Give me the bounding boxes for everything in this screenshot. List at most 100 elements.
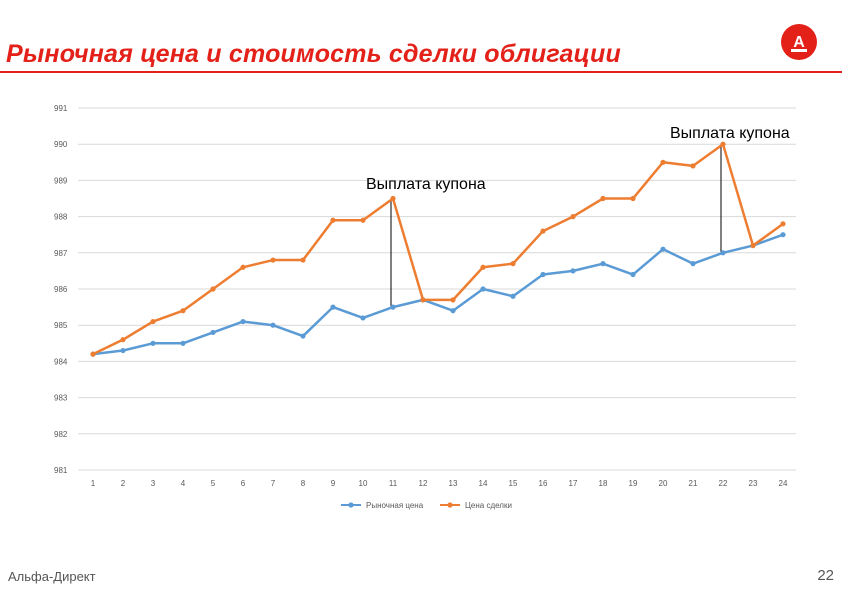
data-point [780, 221, 786, 227]
data-point [600, 195, 606, 202]
data-point [390, 304, 396, 310]
y-tick-label: 982 [54, 430, 68, 439]
data-point [630, 271, 636, 278]
data-point [300, 257, 306, 263]
chart-legend: Рыночная цена Цена сделки [341, 501, 512, 510]
data-point [450, 297, 456, 303]
annotations: Выплата купона Выплата купона [366, 125, 790, 308]
data-point [780, 232, 786, 238]
x-tick-label: 2 [121, 479, 126, 488]
data-point [300, 333, 306, 339]
y-tick-label: 987 [54, 249, 68, 258]
x-tick-label: 20 [659, 479, 668, 488]
y-tick-label: 990 [54, 140, 68, 149]
x-tick-label: 12 [419, 479, 428, 488]
data-point [420, 297, 426, 303]
footer-brand: Альфа-Директ [8, 569, 96, 584]
data-point [240, 264, 246, 270]
alfa-bank-logo-icon: А [781, 24, 817, 60]
data-point [270, 322, 276, 328]
data-point [480, 264, 486, 270]
series-line [92, 233, 784, 356]
title-divider [0, 71, 842, 73]
y-tick-label: 984 [54, 357, 68, 366]
data-point [480, 286, 486, 292]
data-point [570, 214, 576, 220]
x-tick-label: 6 [241, 479, 246, 488]
data-point [330, 217, 336, 223]
x-tick-label: 13 [449, 479, 458, 488]
data-point [600, 261, 606, 267]
x-tick-label: 16 [539, 479, 548, 488]
data-point [270, 257, 276, 263]
x-tick-label: 19 [629, 479, 638, 488]
data-point [630, 195, 636, 202]
data-point [660, 246, 666, 252]
data-point [450, 308, 456, 314]
legend-label: Рыночная цена [366, 501, 424, 510]
data-point [540, 271, 546, 278]
data-point [150, 318, 156, 325]
data-point [510, 293, 516, 299]
slide-title: Рыночная цена и стоимость сделки облигац… [6, 40, 621, 68]
data-point [180, 340, 186, 346]
data-point [150, 340, 156, 346]
data-point [720, 250, 726, 256]
legend-marker [348, 502, 354, 508]
data-point [510, 261, 516, 267]
chart-grid [78, 107, 796, 471]
x-tick-label: 22 [719, 479, 728, 488]
data-point [120, 337, 126, 343]
data-point [210, 329, 216, 336]
y-tick-label: 985 [54, 321, 68, 330]
data-point [120, 347, 126, 354]
logo-letter: А [793, 34, 805, 51]
annotation-label: Выплата купона [670, 125, 790, 142]
y-axis-ticks: 981 982 983 984 985 986 987 988 989 990 991 [54, 104, 68, 475]
data-point [240, 318, 246, 325]
data-point [90, 351, 96, 357]
x-tick-label: 10 [359, 479, 368, 488]
data-series [90, 141, 786, 357]
x-tick-label: 21 [689, 479, 698, 488]
x-axis-ticks: 1 2 3 4 5 6 7 8 9 10 11 12 13 14 15 16 17 18 19 20 21 22 23 24 [91, 479, 788, 488]
data-point [750, 242, 756, 249]
y-tick-label: 991 [54, 104, 68, 113]
x-tick-label: 24 [779, 479, 788, 488]
data-point [180, 308, 186, 314]
y-tick-label: 983 [54, 394, 68, 403]
data-point [360, 315, 366, 321]
y-tick-label: 988 [54, 213, 68, 222]
x-tick-label: 17 [569, 479, 578, 488]
data-point [210, 286, 216, 292]
legend-marker [447, 502, 453, 508]
x-tick-label: 18 [599, 479, 608, 488]
x-tick-label: 4 [181, 479, 186, 488]
annotation-label: Выплата купона [366, 176, 486, 193]
legend-label: Цена сделки [465, 501, 512, 510]
data-point [690, 163, 696, 169]
y-tick-label: 981 [54, 466, 68, 475]
data-point [720, 141, 726, 147]
data-point [360, 217, 366, 223]
x-tick-label: 7 [271, 479, 276, 488]
y-tick-label: 986 [54, 285, 68, 294]
x-tick-label: 23 [749, 479, 758, 488]
data-point [390, 195, 396, 202]
x-tick-label: 11 [389, 479, 398, 488]
x-tick-label: 3 [151, 479, 156, 488]
data-point [570, 268, 576, 274]
data-point [540, 228, 546, 234]
x-tick-label: 9 [331, 479, 336, 488]
y-tick-label: 989 [54, 176, 68, 185]
x-tick-label: 15 [509, 479, 518, 488]
data-point [690, 261, 696, 267]
x-tick-label: 8 [301, 479, 306, 488]
data-point [330, 304, 336, 310]
page-number: 22 [817, 567, 834, 584]
x-tick-label: 1 [91, 479, 96, 488]
series-line [92, 142, 784, 356]
x-tick-label: 14 [479, 479, 488, 488]
x-tick-label: 5 [211, 479, 216, 488]
